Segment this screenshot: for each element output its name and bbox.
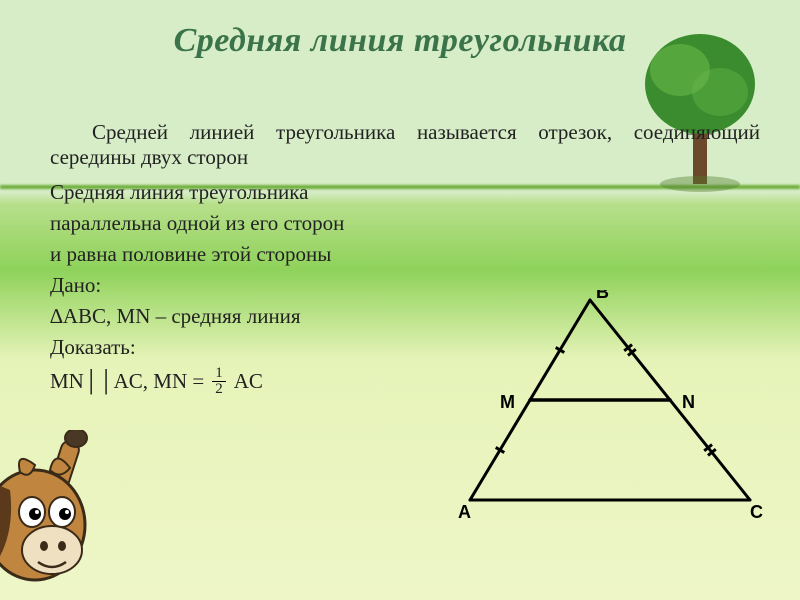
svg-text:C: C xyxy=(750,502,763,522)
frac-denominator: 2 xyxy=(212,382,226,397)
prove-prefix: MN││AC, MN = xyxy=(50,369,204,394)
one-half-fraction: 1 2 xyxy=(212,366,226,397)
prop-line-2: параллельна одной из его сторон xyxy=(50,211,760,236)
svg-text:A: A xyxy=(458,502,471,522)
prove-suffix: AC xyxy=(234,369,263,394)
triangle-diagram: A B C M N xyxy=(450,290,770,530)
svg-text:B: B xyxy=(596,290,609,302)
slide-stage: Средняя линия треугольника Средней линие… xyxy=(0,0,800,600)
svg-text:M: M xyxy=(500,392,515,412)
slide-title: Средняя линия треугольника xyxy=(0,22,800,60)
prop-line-1: Средняя линия треугольника xyxy=(50,180,760,205)
cartoon-peeker xyxy=(0,430,140,600)
svg-text:N: N xyxy=(682,392,695,412)
frac-numerator: 1 xyxy=(212,366,226,382)
definition-paragraph: Средней линией треугольника называется о… xyxy=(50,120,760,170)
prop-line-3: и равна половине этой стороны xyxy=(50,242,760,267)
title-text: Средняя линия треугольника xyxy=(174,22,627,59)
